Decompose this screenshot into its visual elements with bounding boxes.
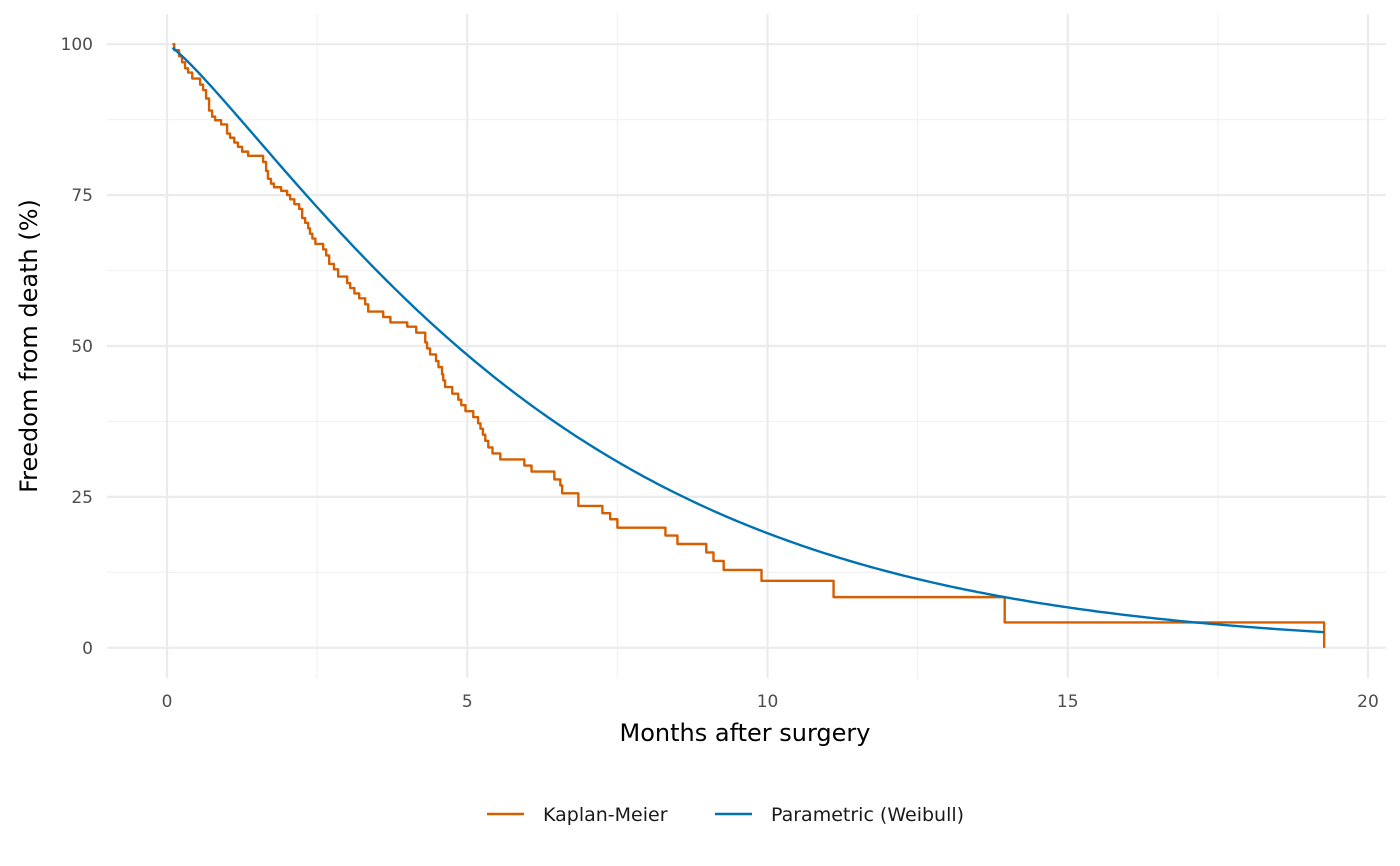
major-gridlines (107, 14, 1386, 678)
y-tick-label: 25 (71, 488, 93, 508)
y-tick-label: 75 (71, 186, 93, 206)
series-line-kaplan-meier (172, 42, 1326, 648)
series-line-parametric-weibull (171, 46, 1325, 634)
x-tick-label: 5 (462, 692, 473, 712)
x-tick-label: 15 (1057, 692, 1079, 712)
legend-label-kaplan-meier: Kaplan-Meier (543, 804, 668, 826)
y-axis-ticks: 0 25 50 75 100 (61, 35, 93, 659)
y-tick-label: 100 (61, 35, 93, 55)
x-tick-label: 10 (757, 692, 779, 712)
x-tick-label: 20 (1357, 692, 1379, 712)
y-axis-title: Freedom from death (%) (15, 199, 43, 493)
x-tick-label: 0 (162, 692, 173, 712)
minor-gridlines (107, 14, 1386, 678)
legend-label-parametric-weibull: Parametric (Weibull) (771, 804, 964, 826)
x-axis-title: Months after surgery (620, 719, 871, 747)
series-layer (171, 42, 1326, 648)
y-tick-label: 0 (82, 639, 93, 659)
x-axis-ticks: 0 5 10 15 20 (162, 692, 1379, 712)
y-tick-label: 50 (71, 337, 93, 357)
legend: Kaplan-Meier Parametric (Weibull) (487, 804, 964, 826)
